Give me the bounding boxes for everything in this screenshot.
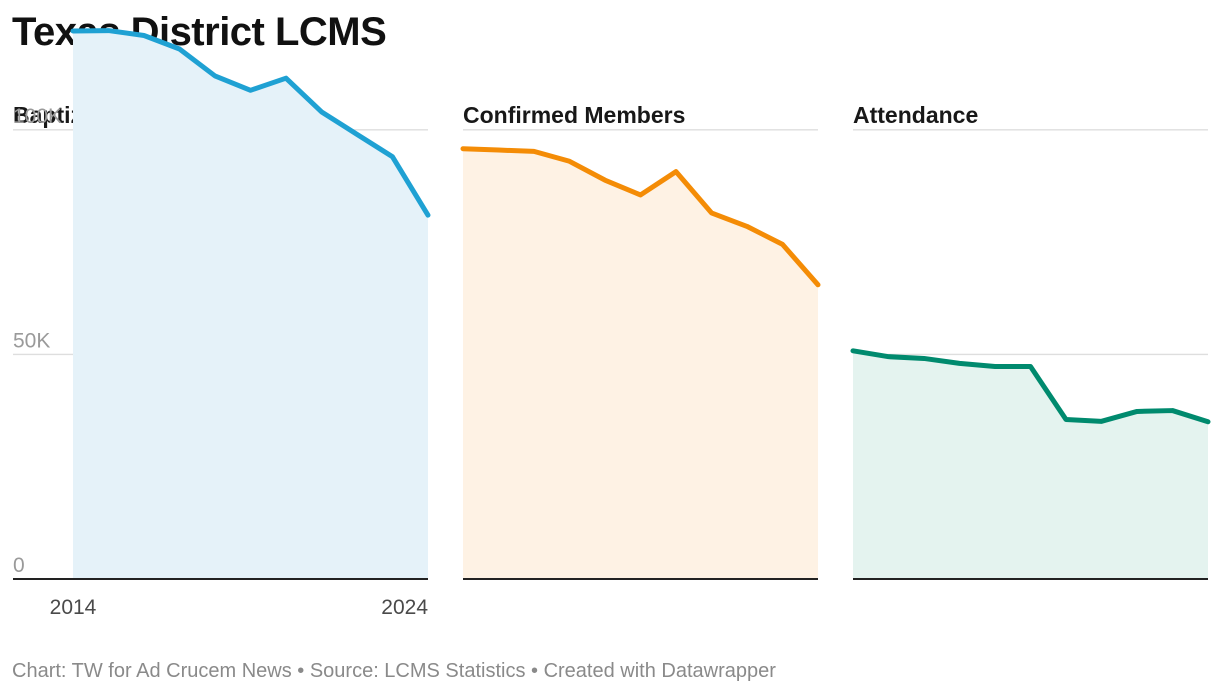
small-multiples-chart: Baptized Members050K100K20142024Confirme… (13, 28, 1211, 619)
series-area (853, 350, 1208, 579)
footer-created: Created with Datawrapper (543, 660, 776, 682)
series-area (463, 148, 818, 579)
panel-baptized-members: Baptized Members050K100K20142024 (13, 28, 431, 619)
x-tick-label: 2024 (381, 596, 428, 619)
chart-footer: Chart: TW for Ad Crucem News • Source: L… (12, 660, 776, 683)
footer-source: Source: LCMS Statistics (309, 660, 526, 682)
footer-credit: Chart: TW for Ad Crucem News (12, 660, 292, 682)
series-area (73, 30, 428, 579)
footer-separator: • (525, 660, 544, 682)
panel-title: Confirmed Members (463, 102, 685, 128)
y-tick-label: 50K (13, 329, 50, 352)
y-tick-label: 100K (13, 105, 62, 128)
y-tick-label: 0 (13, 554, 25, 577)
panel-confirmed-members: Confirmed Members (460, 102, 821, 580)
panel-title: Attendance (853, 102, 978, 128)
panel-attendance: Attendance (850, 102, 1211, 580)
footer-separator: • (291, 660, 310, 682)
series-line (850, 348, 1211, 425)
series-line (70, 28, 431, 218)
series-line (460, 146, 821, 288)
x-tick-label: 2014 (50, 596, 97, 619)
